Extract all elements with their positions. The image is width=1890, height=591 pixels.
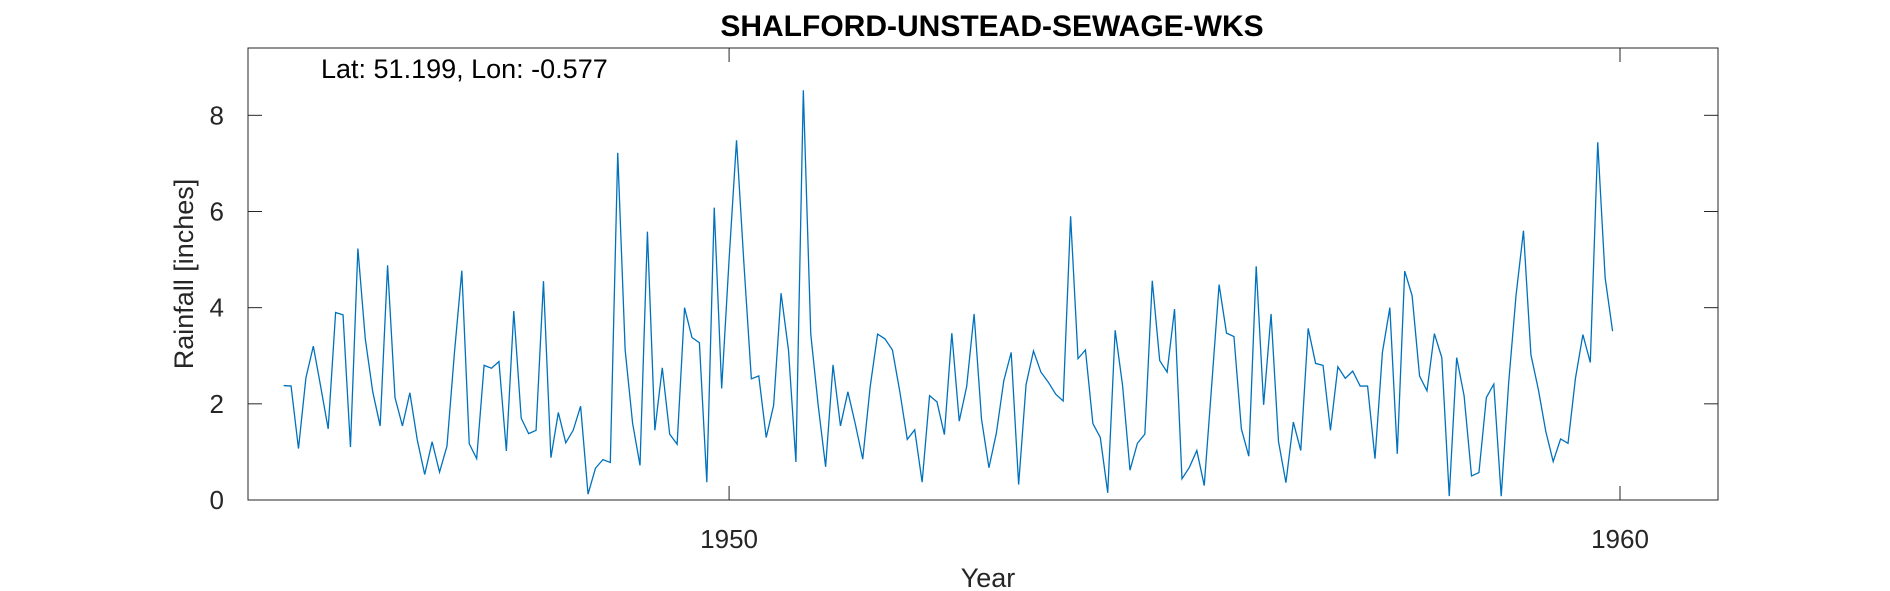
y-tick-label: 6 <box>210 196 224 226</box>
plot-frame <box>247 47 1719 501</box>
x-tick-label: 1960 <box>1591 524 1649 554</box>
x-tick-label: 1950 <box>700 524 758 554</box>
y-tick-label: 2 <box>210 389 224 419</box>
y-axis-label: Rainfall [inches] <box>169 179 199 370</box>
x-axis-label: Year <box>961 563 1016 591</box>
y-axis-ticks: 0 2 4 6 8 <box>210 100 1718 515</box>
series-layer <box>283 90 1614 497</box>
location-annotation: Lat: 51.199, Lon: -0.577 <box>321 54 608 84</box>
y-tick-label: 8 <box>210 100 224 130</box>
chart-title: SHALFORD-UNSTEAD-SEWAGE-WKS <box>720 10 1263 43</box>
rainfall-series-line <box>283 90 1614 497</box>
plot-area: 0 2 4 6 8 1950 1960 Lat: 51.199, Lon: -0.577 <box>210 47 1719 554</box>
x-axis-ticks: 1950 1960 <box>700 48 1649 554</box>
y-tick-label: 4 <box>210 293 224 323</box>
y-tick-label: 0 <box>210 485 224 515</box>
